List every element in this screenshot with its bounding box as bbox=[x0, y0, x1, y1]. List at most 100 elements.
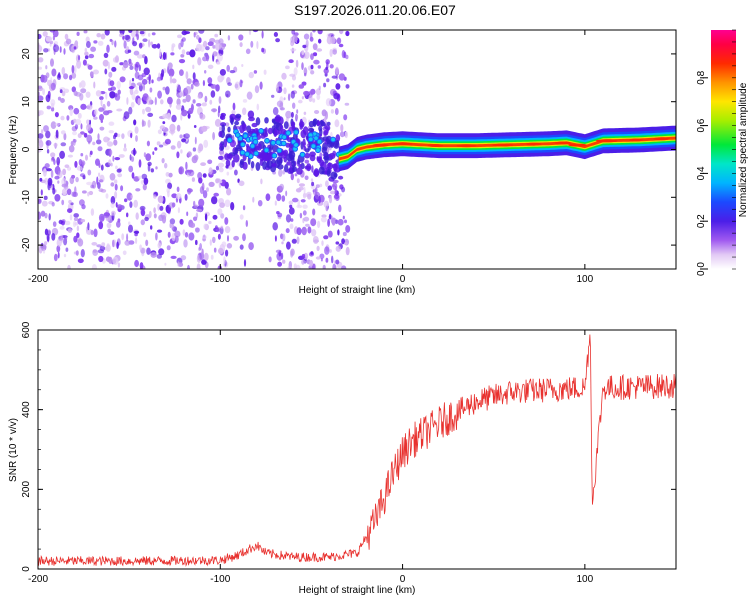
noise-blob bbox=[97, 133, 100, 141]
noise-blob bbox=[117, 173, 123, 178]
noise-blob bbox=[116, 220, 121, 228]
noise-blob bbox=[315, 256, 321, 260]
noise-blob bbox=[302, 204, 308, 209]
noise-blob bbox=[337, 218, 344, 226]
noise-blob bbox=[342, 215, 345, 220]
x-tick-label: -200 bbox=[28, 274, 48, 285]
noise-blob bbox=[202, 80, 205, 87]
noise-blob bbox=[214, 39, 221, 44]
noise-blob bbox=[202, 234, 207, 240]
noise-blob bbox=[291, 238, 297, 244]
noise-blob bbox=[225, 249, 229, 257]
cluster-peak bbox=[276, 147, 283, 154]
noise-blob bbox=[88, 53, 95, 59]
noise-blob bbox=[52, 187, 56, 195]
cluster-blob bbox=[250, 161, 255, 169]
noise-blob bbox=[146, 140, 150, 147]
noise-blob bbox=[162, 127, 169, 134]
noise-blob bbox=[221, 241, 227, 248]
cluster-blob bbox=[255, 162, 261, 171]
noise-blob bbox=[289, 73, 296, 77]
cluster-blob bbox=[242, 123, 247, 132]
cluster-blob bbox=[264, 127, 268, 134]
noise-blob bbox=[54, 112, 59, 118]
noise-blob bbox=[128, 221, 131, 225]
noise-blob bbox=[146, 96, 152, 105]
noise-blob bbox=[193, 125, 197, 128]
noise-blob bbox=[305, 39, 309, 48]
noise-blob bbox=[109, 173, 116, 181]
noise-blob bbox=[337, 229, 340, 236]
cluster-blob bbox=[319, 159, 325, 167]
noise-blob bbox=[226, 171, 230, 176]
cluster-blob bbox=[308, 120, 315, 128]
noise-blob bbox=[58, 219, 63, 225]
noise-blob bbox=[164, 262, 167, 266]
signal-hotspot bbox=[392, 142, 413, 146]
noise-blob bbox=[171, 114, 177, 123]
cluster-blob bbox=[277, 164, 284, 170]
noise-blob bbox=[98, 107, 105, 112]
x-tick-label: 0 bbox=[400, 574, 406, 585]
noise-blob bbox=[131, 77, 135, 82]
noise-blob bbox=[202, 190, 208, 199]
noise-blob bbox=[89, 150, 93, 155]
noise-blob bbox=[114, 157, 121, 161]
cluster-blob bbox=[276, 156, 283, 165]
noise-blob bbox=[344, 102, 350, 106]
cluster-peak bbox=[293, 142, 299, 148]
cluster-blob bbox=[334, 143, 338, 148]
noise-blob bbox=[164, 162, 168, 169]
noise-blob bbox=[210, 254, 214, 260]
noise-blob bbox=[198, 198, 205, 207]
noise-blob bbox=[48, 213, 51, 221]
noise-blob bbox=[157, 203, 161, 211]
noise-blob bbox=[310, 251, 314, 255]
noise-blob bbox=[75, 176, 79, 183]
noise-blob bbox=[60, 142, 67, 147]
noise-blob bbox=[144, 216, 149, 222]
noise-blob bbox=[175, 104, 182, 110]
noise-blob bbox=[80, 249, 85, 258]
noise-blob bbox=[203, 125, 210, 130]
noise-blob bbox=[45, 130, 51, 139]
noise-blob bbox=[96, 244, 102, 248]
cluster-blob bbox=[283, 121, 289, 129]
noise-blob bbox=[312, 43, 318, 51]
noise-blob bbox=[192, 147, 197, 152]
noise-blob bbox=[97, 146, 103, 152]
noise-blob bbox=[316, 48, 323, 52]
noise-blob bbox=[63, 73, 69, 80]
cluster-blob bbox=[291, 160, 296, 168]
noise-blob bbox=[181, 49, 186, 55]
spectrogram-y-label: Frequency (Hz) bbox=[8, 116, 19, 185]
noise-blob bbox=[311, 229, 317, 237]
noise-blob bbox=[110, 196, 116, 205]
noise-blob bbox=[108, 121, 115, 126]
cluster-blob bbox=[309, 151, 316, 157]
noise-blob bbox=[281, 195, 286, 202]
y-tick-label: 20 bbox=[21, 48, 32, 60]
noise-blob bbox=[50, 103, 55, 108]
noise-blob bbox=[50, 77, 53, 84]
cluster-blob bbox=[286, 161, 292, 166]
noise-blob bbox=[89, 119, 91, 125]
noise-blob bbox=[64, 235, 68, 241]
noise-blob bbox=[274, 235, 277, 242]
noise-blob bbox=[134, 63, 139, 73]
noise-blob bbox=[117, 89, 121, 95]
noise-blob bbox=[49, 40, 54, 45]
colorbar-gradient bbox=[711, 30, 736, 269]
noise-blob bbox=[309, 259, 314, 267]
noise-blob bbox=[214, 42, 222, 51]
noise-blob bbox=[289, 223, 294, 230]
noise-blob bbox=[59, 226, 65, 230]
noise-blob bbox=[85, 91, 91, 98]
noise-blob bbox=[124, 34, 130, 41]
noise-blob bbox=[110, 210, 116, 216]
noise-blob bbox=[116, 241, 119, 249]
noise-blob bbox=[124, 198, 128, 203]
noise-blob bbox=[345, 54, 349, 60]
noise-blob bbox=[115, 202, 118, 208]
noise-blob bbox=[193, 32, 196, 38]
